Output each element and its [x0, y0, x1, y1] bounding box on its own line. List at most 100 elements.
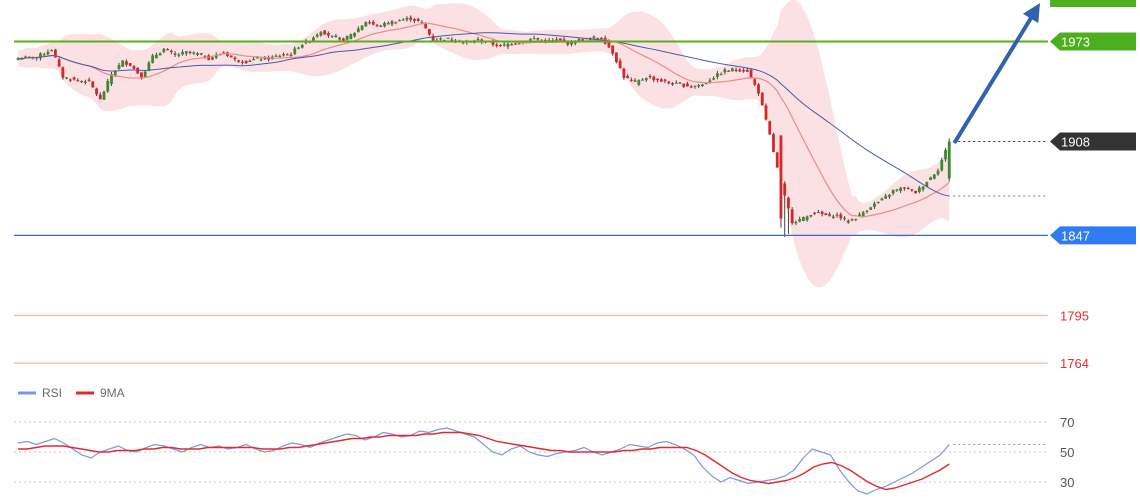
candle-body	[87, 79, 91, 81]
candle-body	[510, 44, 514, 46]
candle-body	[873, 203, 876, 207]
candle-body	[932, 174, 936, 179]
candle-body	[798, 219, 802, 222]
ma-short-line	[17, 22, 950, 218]
candle-body	[98, 94, 102, 100]
candle-body	[596, 37, 600, 40]
candle-body	[884, 195, 888, 199]
envelope-bands	[18, 0, 950, 288]
candle-body	[693, 85, 697, 87]
candle-body	[947, 141, 951, 179]
candles-layer	[16, 15, 951, 237]
candle-body	[697, 85, 701, 87]
candle-body	[502, 44, 506, 46]
candle-body	[117, 64, 121, 70]
candle-body	[828, 213, 831, 217]
candle-body	[192, 52, 196, 54]
candle-body	[128, 63, 132, 66]
candle-body	[252, 59, 256, 61]
candle-body	[861, 212, 865, 217]
candle-body	[562, 39, 566, 42]
candle-body	[555, 39, 558, 41]
candle-body	[188, 51, 192, 53]
candle-body	[401, 19, 405, 21]
candle-body	[46, 51, 50, 55]
candle-body	[618, 60, 622, 69]
level-label-1847: 1847	[1061, 228, 1090, 243]
candle-body	[794, 221, 798, 224]
candle-body	[312, 37, 315, 41]
candle-body	[80, 80, 83, 83]
candle-body	[285, 54, 289, 56]
candle-body	[831, 216, 835, 218]
candle-body	[113, 70, 117, 76]
candle-body	[622, 68, 626, 78]
forecast-arrow	[953, 3, 1040, 144]
candle-body	[140, 72, 143, 79]
candle-body	[196, 53, 199, 55]
candle-body	[255, 56, 259, 59]
candle-body	[566, 41, 570, 45]
candle-body	[925, 182, 929, 187]
candle-body	[528, 39, 532, 42]
candle-body	[865, 210, 869, 212]
candle-body	[757, 84, 760, 94]
candle-body	[386, 23, 390, 25]
candle-body	[61, 67, 65, 78]
candle-body	[573, 42, 577, 44]
candle-body	[772, 134, 775, 153]
candle-body	[936, 170, 940, 175]
candle-body	[506, 43, 510, 47]
candle-body	[787, 197, 790, 209]
candle-body	[779, 135, 783, 219]
candle-body	[162, 48, 166, 52]
candle-body	[233, 57, 237, 60]
ma-long-line	[17, 32, 950, 197]
candle-body	[940, 159, 944, 171]
candle-body	[154, 54, 158, 59]
rsi-tick-50: 50	[1060, 445, 1074, 460]
candle-body	[125, 61, 128, 65]
candle-body	[715, 73, 719, 77]
candle-body	[461, 42, 465, 44]
candle-body	[368, 22, 371, 24]
candle-body	[278, 55, 282, 58]
candle-body	[813, 212, 817, 214]
candle-body	[929, 177, 932, 180]
candle-body	[678, 82, 682, 84]
moving-averages	[17, 22, 950, 218]
candle-body	[495, 44, 499, 47]
candle-body	[65, 77, 69, 79]
candle-body	[768, 121, 772, 135]
candle-body	[319, 32, 323, 36]
candle-body	[764, 105, 768, 120]
candle-body	[222, 52, 226, 54]
level-label-1764: 1764	[1060, 356, 1089, 371]
candle-body	[95, 88, 98, 95]
level-tag-1847	[1050, 226, 1136, 245]
candle-body	[431, 36, 435, 41]
candle-body	[420, 22, 424, 24]
candle-body	[315, 34, 319, 37]
candle-body	[876, 201, 880, 204]
rsi-line	[17, 427, 950, 495]
rsi-tick-70: 70	[1060, 415, 1074, 430]
candle-body	[158, 53, 162, 56]
candle-body	[416, 18, 420, 21]
candle-body	[674, 82, 678, 84]
candle-body	[536, 38, 540, 40]
candle-body	[858, 214, 861, 217]
candle-body	[667, 81, 671, 84]
candle-body	[499, 44, 502, 47]
candle-body	[641, 79, 644, 81]
candle-body	[383, 22, 386, 27]
level-tag-1973	[1050, 32, 1136, 51]
candle-body	[899, 187, 903, 191]
candle-body	[450, 39, 454, 41]
candle-body	[846, 220, 850, 223]
candle-body	[944, 149, 947, 160]
candle-body	[644, 78, 648, 81]
candle-body	[592, 36, 596, 39]
legend-ma9-label: 9MA	[100, 386, 125, 400]
